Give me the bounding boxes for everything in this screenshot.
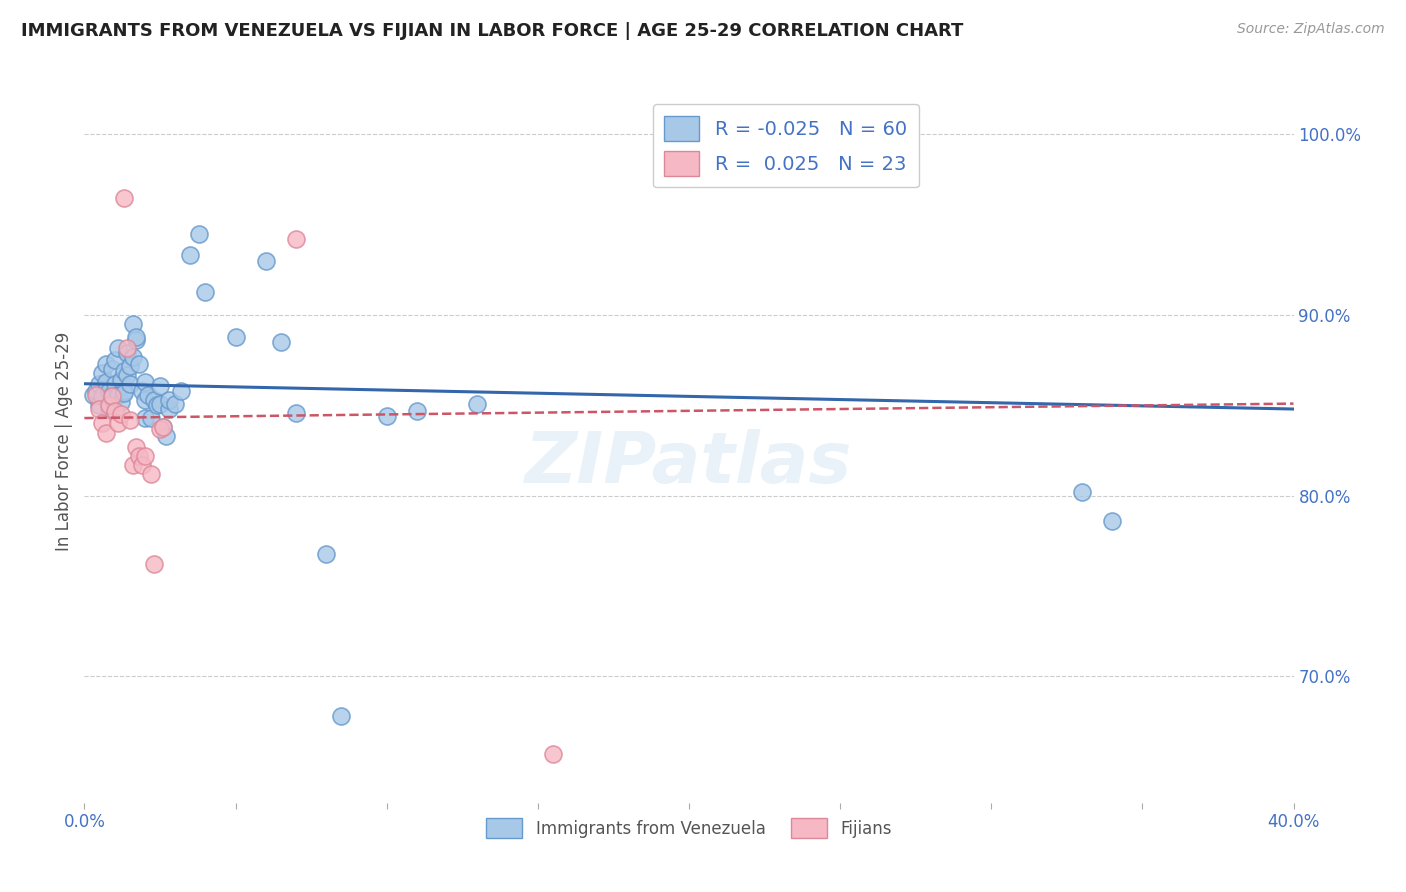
Point	[86, 384, 108, 398]
Point	[94, 375, 117, 389]
Point	[188, 227, 211, 241]
Point	[91, 366, 114, 380]
Point	[100, 362, 122, 376]
Point	[97, 384, 120, 398]
Point	[285, 406, 308, 420]
Point	[134, 411, 156, 425]
Point	[104, 404, 127, 418]
Point	[110, 394, 132, 409]
Point	[125, 334, 148, 348]
Point	[406, 404, 429, 418]
Point	[100, 389, 122, 403]
Point	[91, 389, 114, 403]
Point	[170, 384, 193, 398]
Point	[139, 467, 162, 481]
Point	[125, 440, 148, 454]
Point	[134, 392, 156, 407]
Point	[89, 376, 111, 391]
Point	[541, 747, 564, 761]
Point	[136, 387, 159, 401]
Point	[94, 425, 117, 440]
Point	[157, 392, 180, 407]
Point	[107, 341, 129, 355]
Point	[134, 375, 156, 389]
Point	[142, 558, 165, 572]
Point	[194, 285, 217, 299]
Point	[254, 253, 277, 268]
Point	[315, 547, 337, 561]
Point	[134, 449, 156, 463]
Point	[467, 396, 489, 410]
Point	[107, 387, 129, 401]
Point	[121, 458, 143, 472]
Point	[115, 346, 138, 360]
Point	[89, 402, 111, 417]
Point	[104, 353, 127, 368]
Point	[118, 359, 141, 373]
Point	[107, 417, 129, 431]
Point	[110, 373, 132, 387]
Point	[97, 402, 120, 417]
Point	[155, 429, 177, 443]
Point	[179, 248, 201, 262]
Text: Source: ZipAtlas.com: Source: ZipAtlas.com	[1237, 22, 1385, 37]
Point	[149, 422, 172, 436]
Point	[146, 398, 169, 412]
Point	[110, 408, 132, 422]
Point	[152, 420, 174, 434]
Point	[125, 330, 148, 344]
Y-axis label: In Labor Force | Age 25-29: In Labor Force | Age 25-29	[55, 332, 73, 551]
Point	[112, 191, 135, 205]
Point	[128, 357, 150, 371]
Point	[94, 357, 117, 371]
Point	[104, 376, 127, 391]
Point	[131, 458, 153, 472]
Point	[131, 384, 153, 398]
Point	[82, 387, 104, 401]
Point	[285, 232, 308, 246]
Point	[118, 413, 141, 427]
Point	[121, 350, 143, 364]
Point	[149, 396, 172, 410]
Point	[112, 364, 135, 378]
Point	[225, 330, 247, 344]
Point	[121, 317, 143, 331]
Point	[270, 335, 292, 350]
Point	[330, 709, 353, 723]
Point	[1071, 485, 1094, 500]
Point	[128, 449, 150, 463]
Point	[115, 341, 138, 355]
Text: ZIPatlas: ZIPatlas	[526, 429, 852, 498]
Point	[86, 387, 108, 401]
Point	[165, 396, 187, 410]
Point	[375, 409, 398, 424]
Point	[157, 402, 180, 417]
Point	[89, 398, 111, 412]
Point	[91, 417, 114, 431]
Point	[118, 376, 141, 391]
Point	[142, 392, 165, 407]
Point	[152, 420, 174, 434]
Point	[149, 378, 172, 392]
Point	[115, 368, 138, 382]
Text: IMMIGRANTS FROM VENEZUELA VS FIJIAN IN LABOR FORCE | AGE 25-29 CORRELATION CHART: IMMIGRANTS FROM VENEZUELA VS FIJIAN IN L…	[21, 22, 963, 40]
Point	[112, 384, 135, 398]
Point	[112, 385, 135, 400]
Legend: Immigrants from Venezuela, Fijians: Immigrants from Venezuela, Fijians	[479, 812, 898, 845]
Point	[139, 411, 162, 425]
Point	[100, 387, 122, 401]
Point	[97, 398, 120, 412]
Point	[1101, 514, 1123, 528]
